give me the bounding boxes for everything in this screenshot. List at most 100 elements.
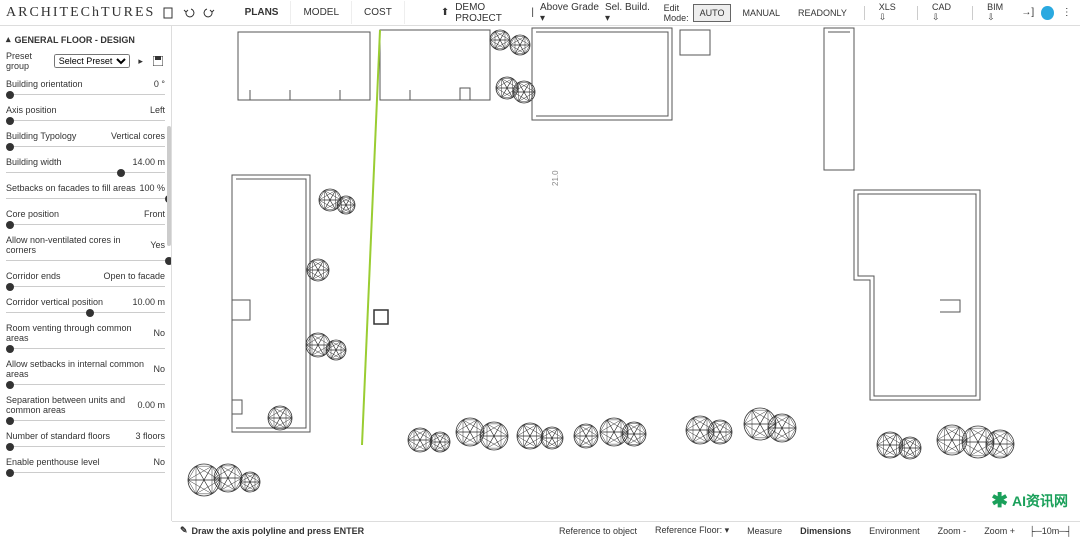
param-slider[interactable] xyxy=(6,195,165,203)
param-slider[interactable] xyxy=(6,417,165,425)
pencil-icon: ✎ xyxy=(180,525,188,536)
mode-auto[interactable]: AUTO xyxy=(693,4,732,22)
bc-project[interactable]: DEMO PROJECT xyxy=(455,2,525,24)
view-tabs: PLANS MODEL COST xyxy=(233,1,405,24)
section-header[interactable]: ▴ GENERAL FLOOR - DESIGN xyxy=(6,30,165,49)
param-slider[interactable] xyxy=(6,309,165,317)
param-value: Left xyxy=(150,105,165,115)
home-icon[interactable]: ⬆ xyxy=(441,7,449,18)
param-slider[interactable] xyxy=(6,345,165,353)
bc-level[interactable]: Above Grade ▾ xyxy=(540,2,599,24)
param-label: Building Typology xyxy=(6,131,76,141)
ref-object[interactable]: Reference to object xyxy=(555,526,641,536)
param-value: Open to facade xyxy=(103,271,165,281)
tab-model[interactable]: MODEL xyxy=(291,1,352,24)
param-slider[interactable] xyxy=(6,143,165,151)
undo-icon[interactable] xyxy=(182,5,196,21)
param-label: Enable penthouse level xyxy=(6,457,100,467)
export-bim[interactable]: BIM ⇩ xyxy=(983,0,1014,25)
app-logo: ARCHITEChTURES xyxy=(6,5,155,21)
param-slider[interactable] xyxy=(6,283,165,291)
param-value: 0.00 m xyxy=(137,400,165,410)
param-label: Corridor ends xyxy=(6,271,61,281)
param-label: Core position xyxy=(6,209,59,219)
zoom-in[interactable]: Zoom + xyxy=(980,526,1019,536)
param-label: Axis position xyxy=(6,105,57,115)
bc-selection[interactable]: Sel. Build. ▾ xyxy=(605,2,652,24)
export-xls[interactable]: XLS ⇩ xyxy=(875,0,907,25)
param-row: Building orientation 0 ° xyxy=(6,77,165,103)
new-icon[interactable] xyxy=(161,5,175,21)
mode-manual[interactable]: MANUAL xyxy=(735,4,787,22)
preset-label: Preset group xyxy=(6,51,50,71)
param-slider[interactable] xyxy=(6,381,165,389)
preset-select[interactable]: Select Preset xyxy=(54,54,130,68)
dimensions-btn[interactable]: Dimensions xyxy=(796,526,855,536)
menu-icon[interactable]: ⋮ xyxy=(1060,5,1074,21)
param-row: Axis position Left xyxy=(6,103,165,129)
scale-indicator: ├─10m─┤ xyxy=(1029,526,1072,536)
param-value: Front xyxy=(144,209,165,219)
param-value: No xyxy=(153,328,165,338)
sep: | xyxy=(531,7,534,18)
scrollbar[interactable] xyxy=(167,126,171,246)
param-row: Core position Front xyxy=(6,207,165,233)
redo-icon[interactable] xyxy=(202,5,216,21)
param-row: Corridor vertical position 10.00 m xyxy=(6,295,165,321)
param-slider[interactable] xyxy=(6,443,165,451)
environment-btn[interactable]: Environment xyxy=(865,526,924,536)
collapse-icon[interactable]: ▴ xyxy=(6,34,11,45)
param-value: 14.00 m xyxy=(132,157,165,167)
ref-floor[interactable]: Reference Floor: ▾ xyxy=(651,525,733,536)
param-row: Building Typology Vertical cores xyxy=(6,129,165,155)
param-value: Yes xyxy=(150,240,165,250)
edit-mode-group: Edit Mode: AUTO MANUAL READONLY xyxy=(664,3,854,23)
divider xyxy=(972,6,973,20)
param-label: Room venting through common areas xyxy=(6,323,153,343)
param-row: Building width 14.00 m xyxy=(6,155,165,181)
preset-apply-icon[interactable]: ▸ xyxy=(134,53,148,69)
param-value: 3 floors xyxy=(135,431,165,441)
param-slider[interactable] xyxy=(6,257,165,265)
export-cad[interactable]: CAD ⇩ xyxy=(928,0,962,25)
divider xyxy=(917,6,918,20)
param-value: No xyxy=(153,364,165,374)
param-value: 0 ° xyxy=(154,79,165,89)
param-label: Building width xyxy=(6,157,62,167)
param-row: Room venting through common areasNo xyxy=(6,321,165,357)
preset-save-icon[interactable] xyxy=(151,53,165,69)
param-row: Enable penthouse level No xyxy=(6,455,165,481)
properties-sidebar: ▴ GENERAL FLOOR - DESIGN Preset group Se… xyxy=(0,26,172,521)
param-row: Number of standard floors 3 floors xyxy=(6,429,165,455)
param-value: No xyxy=(153,457,165,467)
share-icon[interactable]: →] xyxy=(1021,5,1035,21)
user-avatar[interactable] xyxy=(1041,6,1054,20)
param-slider[interactable] xyxy=(6,469,165,477)
param-label: Building orientation xyxy=(6,79,83,89)
param-slider[interactable] xyxy=(6,117,165,125)
param-label: Corridor vertical position xyxy=(6,297,103,307)
param-slider[interactable] xyxy=(6,169,165,177)
plan-canvas[interactable]: 21.0 xyxy=(172,26,1080,521)
svg-text:21.0: 21.0 xyxy=(551,170,560,186)
edit-mode-label: Edit Mode: xyxy=(664,3,689,23)
param-slider[interactable] xyxy=(6,221,165,229)
param-slider[interactable] xyxy=(6,91,165,99)
tab-plans[interactable]: PLANS xyxy=(233,1,292,24)
param-value: 10.00 m xyxy=(132,297,165,307)
draw-hint: ✎ Draw the axis polyline and press ENTER xyxy=(180,525,364,536)
measure-btn[interactable]: Measure xyxy=(743,526,786,536)
tab-cost[interactable]: COST xyxy=(352,1,405,24)
param-row: Allow non-ventilated cores in cornersYes xyxy=(6,233,165,269)
section-title: GENERAL FLOOR - DESIGN xyxy=(15,35,135,45)
param-label: Number of standard floors xyxy=(6,431,110,441)
divider xyxy=(864,6,865,20)
zoom-out[interactable]: Zoom - xyxy=(934,526,971,536)
param-label: Setbacks on facades to fill areas xyxy=(6,183,136,193)
breadcrumb: ⬆ DEMO PROJECT | Above Grade ▾ Sel. Buil… xyxy=(441,2,652,24)
param-row: Separation between units and common area… xyxy=(6,393,165,429)
param-value: Vertical cores xyxy=(111,131,165,141)
top-bar: ARCHITEChTURES PLANS MODEL COST ⬆ DEMO P… xyxy=(0,0,1080,26)
param-label: Separation between units and common area… xyxy=(6,395,137,415)
mode-readonly[interactable]: READONLY xyxy=(791,4,854,22)
